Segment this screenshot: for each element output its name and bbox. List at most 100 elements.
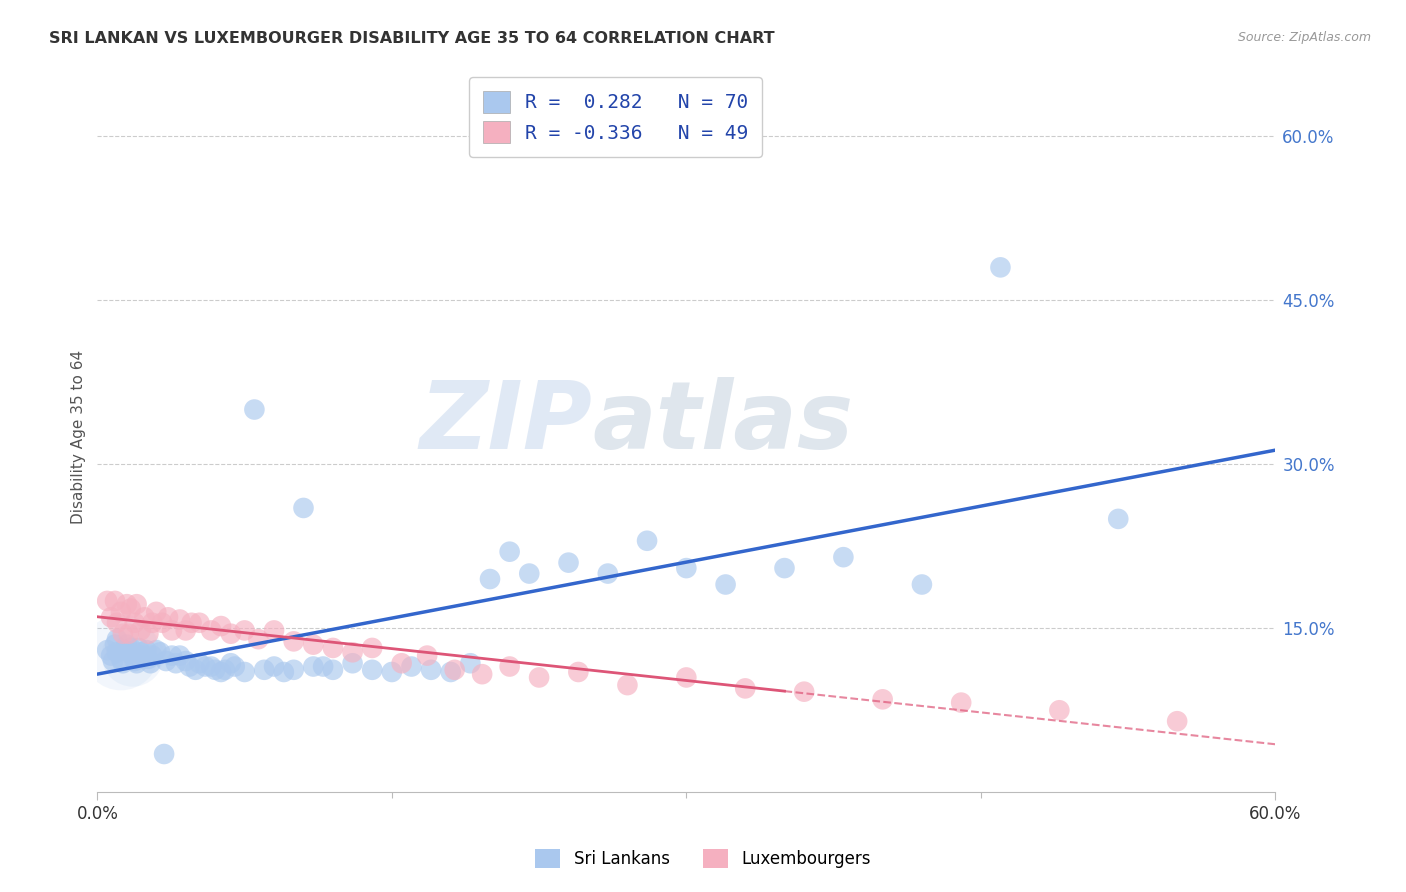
Point <box>120 640 142 655</box>
Point <box>124 654 146 668</box>
Point <box>188 615 211 630</box>
Point <box>110 652 132 666</box>
Point <box>121 648 143 663</box>
Point <box>188 657 211 671</box>
Text: ZIP: ZIP <box>419 376 592 468</box>
Point <box>416 648 439 663</box>
Point <box>118 626 141 640</box>
Point <box>342 645 364 659</box>
Point <box>118 645 141 659</box>
Point <box>149 645 172 659</box>
Point <box>138 652 160 666</box>
Legend: R =  0.282   N = 70, R = -0.336   N = 49: R = 0.282 N = 70, R = -0.336 N = 49 <box>470 77 762 157</box>
Point <box>105 632 128 647</box>
Point <box>243 402 266 417</box>
Point <box>401 659 423 673</box>
Point <box>734 681 756 696</box>
Point <box>169 648 191 663</box>
Point <box>391 657 413 671</box>
Point <box>184 663 207 677</box>
Point <box>498 544 520 558</box>
Point <box>104 638 127 652</box>
Point <box>636 533 658 548</box>
Point <box>292 500 315 515</box>
Point <box>169 613 191 627</box>
Point <box>233 665 256 679</box>
Text: SRI LANKAN VS LUXEMBOURGER DISABILITY AGE 35 TO 64 CORRELATION CHART: SRI LANKAN VS LUXEMBOURGER DISABILITY AG… <box>49 31 775 46</box>
Point <box>125 597 148 611</box>
Point <box>273 665 295 679</box>
Point <box>1107 512 1129 526</box>
Point <box>129 624 152 638</box>
Point <box>675 670 697 684</box>
Point <box>460 657 482 671</box>
Point <box>322 663 344 677</box>
Point <box>1047 703 1070 717</box>
Point <box>793 684 815 698</box>
Point <box>157 610 180 624</box>
Point <box>114 643 136 657</box>
Point <box>209 619 232 633</box>
Point <box>128 640 150 655</box>
Point <box>200 659 222 673</box>
Point <box>471 667 494 681</box>
Point <box>204 663 226 677</box>
Point <box>233 624 256 638</box>
Point <box>247 632 270 647</box>
Point <box>104 594 127 608</box>
Point <box>134 610 156 624</box>
Point <box>129 645 152 659</box>
Point <box>121 648 143 663</box>
Point <box>141 648 163 663</box>
Point <box>111 626 134 640</box>
Point <box>479 572 502 586</box>
Point <box>557 556 579 570</box>
Point <box>224 659 246 673</box>
Point <box>200 624 222 638</box>
Point <box>160 648 183 663</box>
Point <box>302 659 325 673</box>
Point <box>165 657 187 671</box>
Point <box>131 648 153 663</box>
Point <box>361 663 384 677</box>
Point <box>283 663 305 677</box>
Point <box>302 638 325 652</box>
Point <box>115 638 138 652</box>
Point <box>105 615 128 630</box>
Point <box>214 663 236 677</box>
Point <box>950 696 973 710</box>
Y-axis label: Disability Age 35 to 64: Disability Age 35 to 64 <box>72 350 86 524</box>
Point <box>101 654 124 668</box>
Text: Source: ZipAtlas.com: Source: ZipAtlas.com <box>1237 31 1371 45</box>
Point <box>139 657 162 671</box>
Point <box>174 624 197 638</box>
Point <box>253 663 276 677</box>
Point <box>100 610 122 624</box>
Point <box>1166 714 1188 729</box>
Point <box>773 561 796 575</box>
Point <box>832 550 855 565</box>
Point <box>322 640 344 655</box>
Point <box>115 597 138 611</box>
Point <box>180 615 202 630</box>
Point <box>96 594 118 608</box>
Point <box>125 657 148 671</box>
Point <box>361 640 384 655</box>
Point <box>911 577 934 591</box>
Point <box>420 663 443 677</box>
Point <box>155 654 177 668</box>
Point <box>145 605 167 619</box>
Point <box>111 657 134 671</box>
Point <box>498 659 520 673</box>
Point <box>120 601 142 615</box>
Point <box>141 615 163 630</box>
Point <box>138 626 160 640</box>
Point <box>263 659 285 673</box>
Point <box>194 659 217 673</box>
Point <box>110 645 132 659</box>
Point <box>110 605 132 619</box>
Point <box>616 678 638 692</box>
Legend: Sri Lankans, Luxembourgers: Sri Lankans, Luxembourgers <box>529 842 877 875</box>
Point <box>160 624 183 638</box>
Point <box>135 643 157 657</box>
